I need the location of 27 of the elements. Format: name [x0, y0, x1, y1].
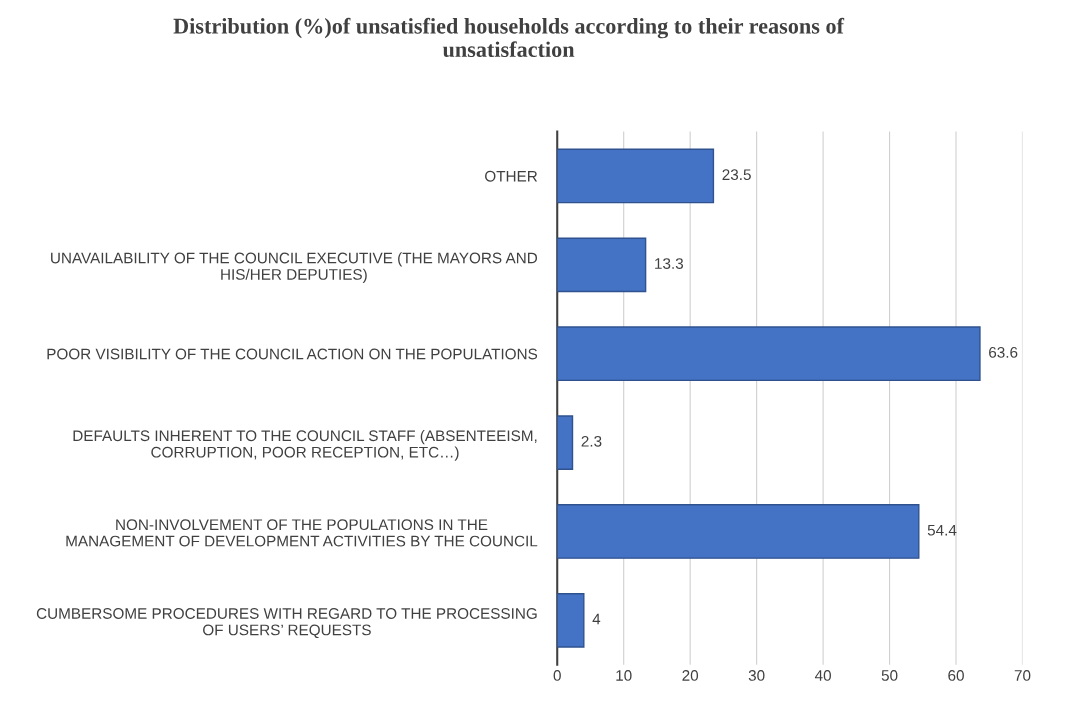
x-tick-label: 50	[881, 670, 898, 681]
x-tick-label: 0	[553, 670, 561, 681]
bar	[557, 237, 647, 293]
bar	[557, 504, 920, 559]
chart-title: Distribution (%)of unsatisfied households according to their reasons of unsatisfaction	[173, 17, 845, 58]
y-tick-label: OTHER	[485, 170, 538, 182]
x-tick-label: 10	[616, 670, 632, 681]
bar	[557, 592, 585, 648]
x-tick-label: 40	[814, 670, 831, 681]
x-tick-label: 20	[682, 670, 699, 681]
x-tick-label: 60	[948, 670, 964, 681]
bar	[557, 415, 574, 470]
data-label: 13.3	[655, 258, 684, 269]
y-tick-label: POOR VISIBILITY OF THE COUNCIL ACTION ON THE POPULATIONS	[47, 348, 538, 360]
data-label: 54.4	[927, 524, 957, 536]
x-tick-label: 30	[748, 670, 765, 681]
data-label: 4	[592, 613, 601, 625]
bar	[557, 148, 715, 204]
y-tick-label: NON-INVOLVEMENT OF THE POPULATIONS IN THE MANAGEMENT OF DEVELOPMENT ACTIVITIES BY THE COUNCIL	[66, 519, 538, 547]
bar	[557, 326, 981, 382]
y-tick-label: DEFAULTS INHERENT TO THE COUNCIL STAFF (ABSENTEEISM, CORRUPTION, POOR RECEPTION, ETC…)	[73, 429, 537, 461]
y-tick-label: UNAVAILABILITY OF THE COUNCIL EXECUTIVE (THE MAYORS AND HIS/HER DEPUTIES)	[51, 252, 538, 283]
data-label: 23.5	[722, 169, 751, 181]
y-tick-label: CUMBERSOME PROCEDURES WITH REGARD TO THE PROCESSING OF USERS’ REQUESTS	[36, 608, 537, 639]
data-label: 2.3	[581, 435, 602, 447]
data-label: 63.6	[989, 347, 1018, 358]
x-tick-label: 70	[1014, 670, 1031, 681]
